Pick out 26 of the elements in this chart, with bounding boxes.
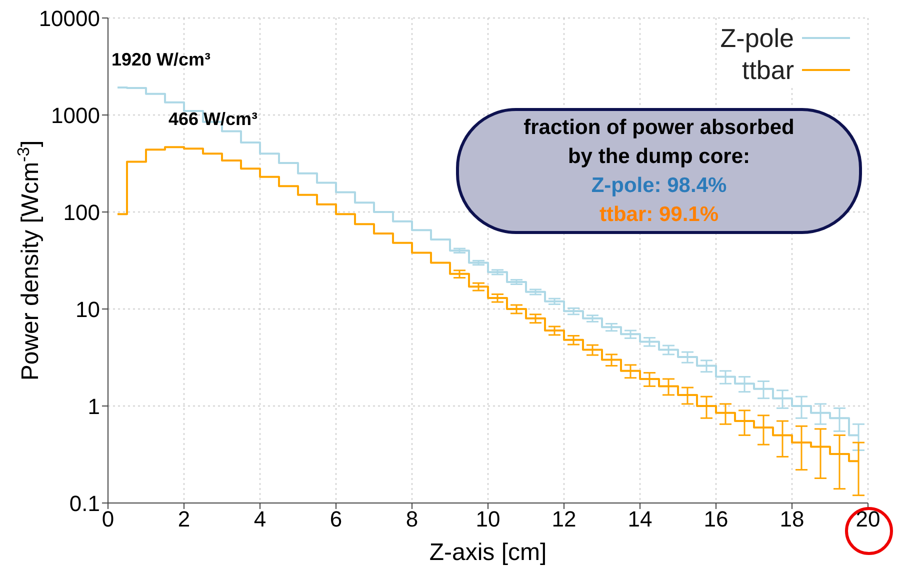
x-axis-title: Z-axis [cm] — [429, 539, 547, 566]
x-tick-label: 18 — [780, 506, 804, 532]
annotation: 1920 W/cm³ — [112, 50, 211, 70]
x-tick-label: 0 — [102, 506, 114, 532]
y-tick-label: 1 — [88, 394, 100, 419]
x-tick-label: 6 — [330, 506, 342, 532]
y-tick-label: 0.1 — [69, 490, 100, 516]
annotation: Z-pole: 98.4% — [591, 173, 727, 199]
annotation: 466 W/cm³ — [168, 109, 258, 130]
x-tick-label: 10 — [476, 506, 500, 532]
y-tick-label: 10000 — [38, 6, 100, 31]
x-tick-label: 14 — [628, 506, 652, 532]
y-tick-label: 1000 — [51, 102, 100, 128]
x-tick-label: 12 — [552, 506, 576, 532]
rounded-text-box: fraction of power absorbed by the dump core: Z-pole: 98.4% ttbar: 99.1% — [456, 108, 862, 234]
legend-label: ttbar — [742, 54, 794, 86]
legend-label: Z-pole — [720, 22, 794, 54]
y-tick-label: 10 — [76, 296, 100, 322]
x-tick-label: 8 — [406, 506, 418, 532]
x-tick-label: 2 — [178, 506, 190, 532]
x-tick-label: 4 — [254, 506, 266, 532]
x-tick-label: 20 — [856, 506, 880, 532]
y-tick-label: 100 — [63, 200, 100, 225]
annotation: fraction of power absorbed by the dump core: — [522, 115, 796, 170]
annotation: ttbar: 99.1% — [599, 202, 719, 228]
x-tick-label: 16 — [704, 506, 728, 532]
